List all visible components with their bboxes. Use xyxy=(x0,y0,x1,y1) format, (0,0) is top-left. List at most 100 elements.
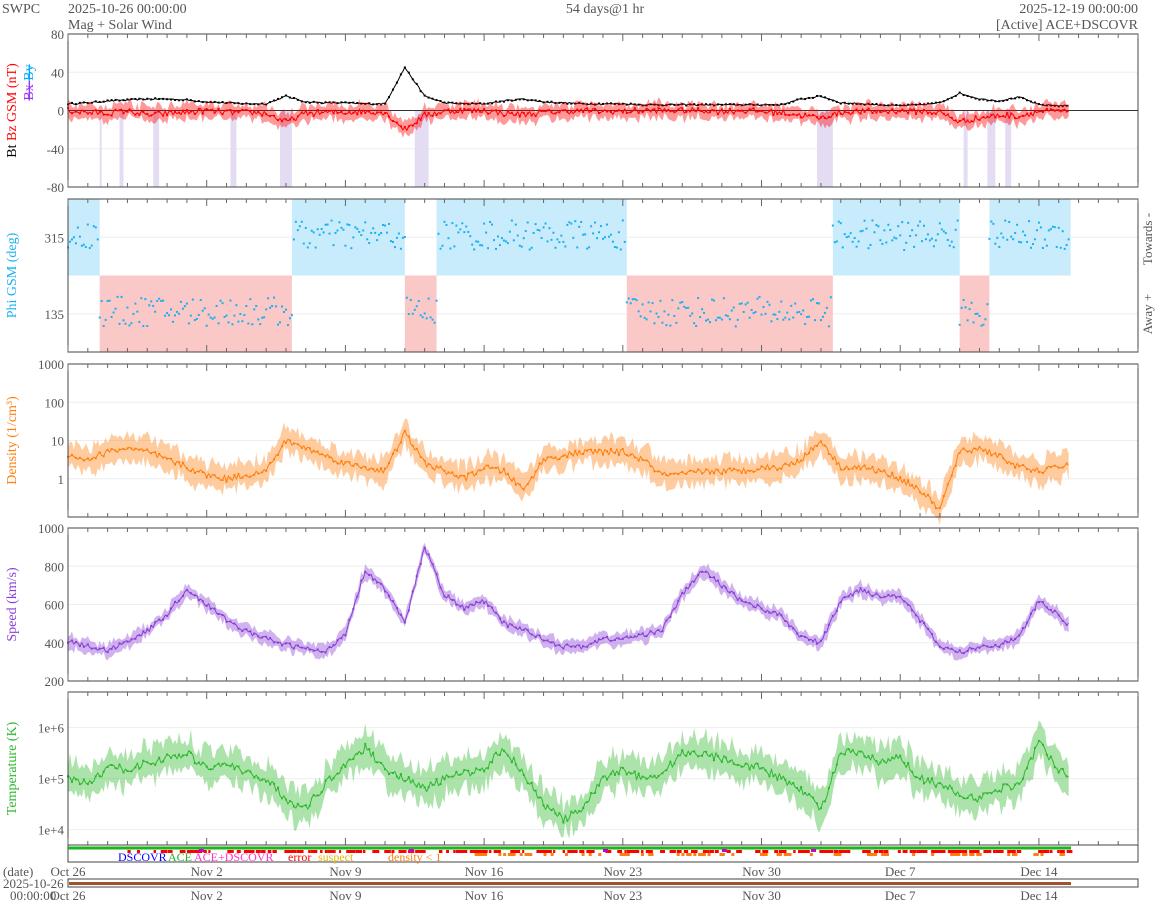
speed-point xyxy=(443,595,446,598)
speed-point xyxy=(253,632,256,635)
speed-point xyxy=(170,607,173,610)
phi-point xyxy=(532,231,535,234)
phi-point xyxy=(324,223,327,226)
date-range-bar[interactable] xyxy=(67,878,1139,888)
y-tick-label: 1e+5 xyxy=(38,772,64,787)
phi-point xyxy=(590,225,593,228)
density-mark xyxy=(529,853,533,856)
density-point xyxy=(812,448,815,451)
density-point xyxy=(94,457,97,460)
phi-point xyxy=(348,223,351,226)
phi-point xyxy=(924,238,927,241)
temperature-point xyxy=(344,765,347,768)
Bt-point xyxy=(98,100,101,103)
error-mark xyxy=(160,850,165,853)
Bz-point xyxy=(130,109,133,112)
speed-point xyxy=(566,643,569,646)
phi-point xyxy=(701,308,704,311)
Bt-point xyxy=(934,101,937,104)
speed-point xyxy=(934,640,937,643)
error-mark xyxy=(629,850,633,853)
Bt-point xyxy=(201,101,204,104)
error-mark xyxy=(167,850,173,853)
phi-point xyxy=(82,243,85,246)
temperature-point xyxy=(213,765,216,768)
error-mark xyxy=(624,850,627,853)
Bt-point xyxy=(277,97,280,100)
temperature-point xyxy=(217,762,220,765)
Bz-point xyxy=(288,118,291,121)
speed-point xyxy=(427,553,430,556)
Bz-point xyxy=(257,110,260,113)
speed-point xyxy=(288,642,291,645)
temperature-point xyxy=(891,756,894,759)
Bt-point xyxy=(546,100,549,103)
density-mark xyxy=(912,853,916,856)
speed-point xyxy=(859,587,862,590)
phi-point xyxy=(342,228,345,231)
Bz-point xyxy=(1030,112,1032,115)
speed-point xyxy=(217,612,220,615)
density-point xyxy=(237,472,240,475)
density-mark xyxy=(871,853,875,856)
speed-point xyxy=(835,609,838,612)
density-point xyxy=(459,474,462,477)
Bz-point xyxy=(463,107,466,110)
phi-point xyxy=(730,309,733,312)
speed-point xyxy=(376,581,379,584)
Bt-point xyxy=(812,96,815,99)
phi-point xyxy=(996,236,999,239)
y-tick-label: 40 xyxy=(51,65,64,80)
speed-point xyxy=(1053,609,1056,612)
y-tick-label: -40 xyxy=(47,142,64,157)
error-mark xyxy=(179,850,186,853)
phi-point xyxy=(407,313,410,316)
density-mark xyxy=(648,853,652,856)
temperature-point xyxy=(649,774,652,777)
Bz-point xyxy=(348,111,351,114)
date-axis-label: (date) xyxy=(3,864,33,879)
phi-point xyxy=(619,248,622,251)
density-point xyxy=(788,464,791,467)
phi-point xyxy=(936,233,939,236)
Bt-point xyxy=(514,98,517,101)
density-point xyxy=(693,470,696,473)
phi-point xyxy=(479,244,482,247)
phi-point xyxy=(712,299,715,302)
speed-point xyxy=(316,648,319,651)
error-mark xyxy=(562,850,565,853)
density-point xyxy=(471,471,474,474)
density-point xyxy=(70,453,73,456)
density-point xyxy=(590,448,593,451)
phi-point xyxy=(560,234,563,237)
error-mark xyxy=(1007,850,1014,853)
Bz-point xyxy=(942,112,945,115)
Bt-point xyxy=(716,103,719,106)
density-point xyxy=(336,462,339,465)
Bz-point xyxy=(443,109,446,112)
density-mark xyxy=(978,853,982,856)
Bt-point xyxy=(851,102,854,105)
phi-point xyxy=(865,227,868,230)
density-mark xyxy=(700,853,704,856)
phi-point xyxy=(817,302,820,305)
density-point xyxy=(831,457,834,460)
density-point xyxy=(253,473,256,476)
Bt-point xyxy=(336,102,339,105)
temperature-point xyxy=(764,769,767,772)
temperature-point xyxy=(126,769,129,772)
phi-point xyxy=(98,316,101,319)
phi-point xyxy=(491,223,494,226)
speed-point xyxy=(122,641,125,644)
temperature-point xyxy=(732,762,735,765)
Bt-point xyxy=(114,98,117,101)
density-range-band xyxy=(68,418,1069,526)
Bt-point xyxy=(154,97,157,100)
Bt-point xyxy=(181,99,184,102)
phi-point xyxy=(374,231,377,234)
speed-point xyxy=(590,642,593,645)
speed-point xyxy=(78,644,81,647)
temperature-point xyxy=(296,802,299,805)
phi-point xyxy=(411,312,414,315)
speed-point xyxy=(300,646,303,649)
